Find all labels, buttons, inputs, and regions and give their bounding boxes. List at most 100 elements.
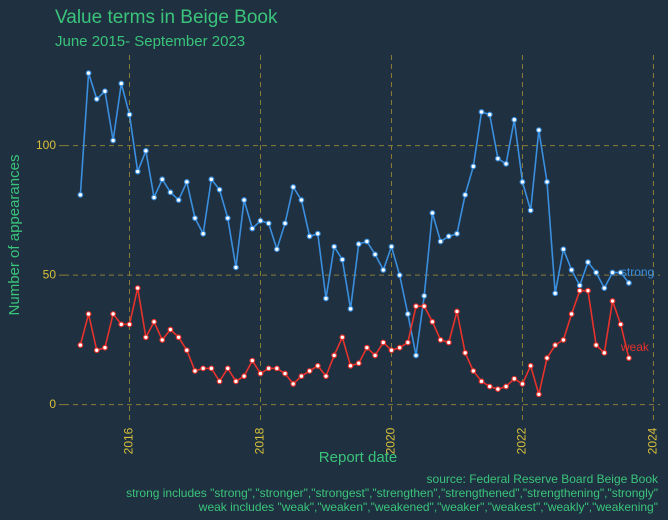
data-point bbox=[241, 197, 248, 203]
chart-subtitle: June 2015- September 2023 bbox=[55, 33, 245, 50]
series-label: weak bbox=[620, 340, 650, 354]
data-point bbox=[200, 230, 207, 237]
data-point bbox=[216, 378, 223, 385]
data-point bbox=[404, 339, 411, 346]
data-point bbox=[306, 368, 313, 374]
data-point bbox=[323, 295, 329, 302]
data-point bbox=[511, 116, 518, 123]
data-point bbox=[470, 163, 477, 170]
data-point bbox=[478, 109, 485, 115]
data-point bbox=[118, 321, 125, 328]
data-point bbox=[93, 347, 100, 354]
data-point bbox=[609, 298, 616, 304]
data-point bbox=[355, 360, 362, 367]
data-point bbox=[503, 383, 509, 390]
data-point bbox=[257, 217, 264, 224]
data-point bbox=[77, 191, 84, 198]
data-point bbox=[167, 189, 174, 196]
data-point bbox=[544, 179, 550, 185]
data-point bbox=[625, 355, 632, 361]
data-point bbox=[265, 365, 272, 372]
data-point bbox=[437, 238, 444, 245]
data-point bbox=[282, 370, 288, 377]
data-point bbox=[585, 259, 591, 266]
data-point bbox=[77, 342, 84, 348]
data-point bbox=[224, 365, 231, 372]
data-point bbox=[298, 373, 305, 380]
data-point bbox=[388, 347, 395, 354]
data-point bbox=[429, 318, 436, 325]
data-point bbox=[233, 264, 239, 271]
data-point bbox=[413, 303, 419, 310]
data-point bbox=[265, 220, 272, 227]
data-point bbox=[208, 176, 215, 183]
data-point bbox=[568, 311, 575, 317]
data-point bbox=[396, 272, 403, 279]
strong-note: strong includes "strong","stronger","str… bbox=[126, 486, 658, 500]
data-point bbox=[175, 197, 182, 203]
data-point bbox=[306, 233, 313, 240]
data-point bbox=[601, 349, 608, 356]
data-point bbox=[290, 381, 297, 387]
data-point bbox=[102, 88, 108, 95]
data-point bbox=[200, 365, 207, 372]
data-point bbox=[585, 287, 591, 294]
data-point bbox=[355, 241, 362, 247]
data-point bbox=[224, 215, 231, 222]
data-point bbox=[314, 362, 321, 369]
data-point bbox=[478, 378, 485, 385]
chart-title: Value terms in Beige Book bbox=[55, 7, 278, 28]
y-tick-label: 0 bbox=[49, 397, 56, 411]
x-tick-label: 2020 bbox=[384, 427, 398, 454]
data-point bbox=[339, 334, 346, 341]
data-point bbox=[593, 342, 600, 348]
data-point bbox=[347, 362, 354, 369]
data-point bbox=[331, 352, 338, 359]
data-point bbox=[527, 362, 534, 369]
source-note: source: Federal Reserve Board Beige Book bbox=[427, 472, 659, 486]
data-point bbox=[241, 373, 248, 380]
data-point bbox=[102, 344, 108, 351]
data-point bbox=[314, 230, 321, 237]
data-point bbox=[454, 230, 460, 237]
data-point bbox=[298, 197, 305, 203]
data-point bbox=[183, 347, 190, 354]
data-point bbox=[233, 378, 239, 385]
data-point bbox=[257, 370, 264, 377]
data-point bbox=[216, 186, 223, 193]
data-point bbox=[535, 127, 542, 134]
data-point bbox=[445, 233, 452, 240]
data-point bbox=[560, 246, 567, 253]
data-point bbox=[421, 292, 428, 299]
data-point bbox=[560, 336, 567, 343]
data-point bbox=[625, 280, 632, 286]
data-point bbox=[290, 184, 297, 190]
data-point bbox=[511, 375, 518, 382]
data-point bbox=[134, 168, 141, 175]
data-point bbox=[249, 357, 256, 364]
data-point bbox=[486, 383, 493, 390]
data-point bbox=[495, 155, 501, 162]
series-label: strong bbox=[621, 265, 654, 279]
data-point bbox=[552, 290, 559, 297]
data-point bbox=[323, 373, 329, 380]
data-point bbox=[519, 381, 526, 387]
x-axis-label: Report date bbox=[319, 449, 397, 466]
data-point bbox=[470, 368, 477, 374]
data-point bbox=[396, 344, 403, 351]
data-point bbox=[544, 355, 550, 361]
data-point bbox=[617, 321, 624, 328]
data-point bbox=[175, 334, 182, 341]
data-point bbox=[380, 267, 387, 273]
data-point bbox=[552, 342, 559, 348]
data-point bbox=[462, 349, 469, 356]
data-point bbox=[380, 339, 387, 346]
data-point bbox=[142, 147, 149, 154]
data-point bbox=[159, 336, 166, 343]
data-point bbox=[576, 287, 583, 294]
data-point bbox=[535, 391, 542, 398]
data-point bbox=[331, 243, 338, 250]
data-point bbox=[445, 339, 452, 346]
